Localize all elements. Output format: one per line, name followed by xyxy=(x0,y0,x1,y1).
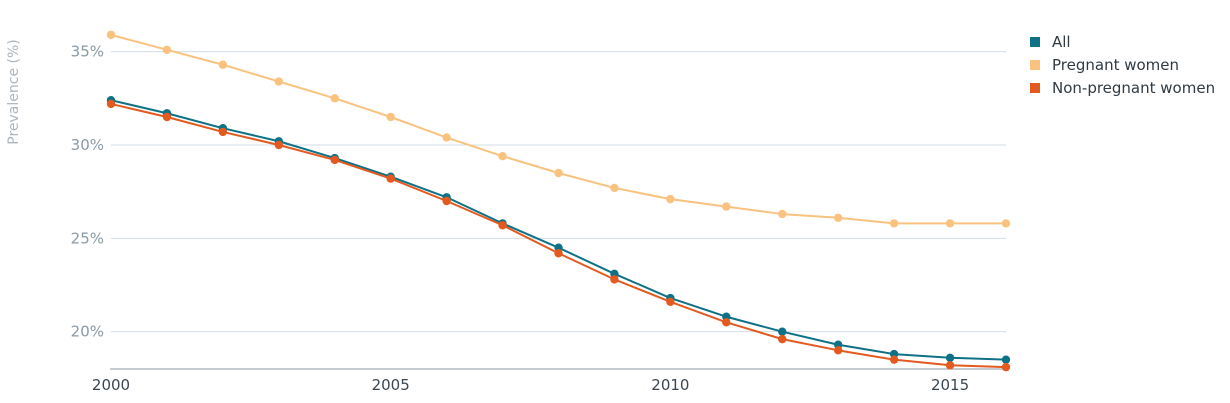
x-tick-label: 2015 xyxy=(931,376,969,394)
data-point[interactable] xyxy=(610,275,619,284)
data-point[interactable] xyxy=(610,183,619,193)
data-point[interactable] xyxy=(554,168,563,178)
series-line xyxy=(110,99,1007,361)
data-point[interactable] xyxy=(666,194,675,204)
y-tick-label: 20% xyxy=(71,323,104,341)
series-line xyxy=(110,102,1007,369)
data-point[interactable] xyxy=(498,152,507,161)
data-point[interactable] xyxy=(945,353,955,362)
legend-label[interactable]: Non-pregnant women xyxy=(1052,79,1215,97)
data-point[interactable] xyxy=(778,334,787,344)
data-point[interactable] xyxy=(778,209,787,219)
y-axis-title: Prevalence (%) xyxy=(6,39,22,145)
data-point[interactable] xyxy=(722,318,731,327)
series-lines xyxy=(106,30,1011,372)
y-tick-label: 25% xyxy=(71,229,104,247)
legend-label[interactable]: Pregnant women xyxy=(1052,56,1179,74)
data-point[interactable] xyxy=(833,213,843,222)
data-point[interactable] xyxy=(330,155,339,165)
data-point[interactable] xyxy=(162,45,172,54)
legend-swatch xyxy=(1030,60,1040,70)
data-point[interactable] xyxy=(498,221,507,230)
data-point[interactable] xyxy=(442,133,451,142)
series-line xyxy=(110,33,1007,225)
data-point[interactable] xyxy=(945,361,955,370)
data-point[interactable] xyxy=(1001,219,1011,228)
y-tick-label: 30% xyxy=(71,136,104,154)
data-point[interactable] xyxy=(554,249,563,258)
axes: 20% 25% 30% 35% 2000 2005 2010 2015 xyxy=(71,43,1006,394)
data-point[interactable] xyxy=(274,77,284,86)
data-point[interactable] xyxy=(945,219,955,228)
data-point[interactable] xyxy=(1001,355,1011,364)
legend-swatch xyxy=(1030,37,1040,47)
data-point[interactable] xyxy=(386,112,395,122)
data-point[interactable] xyxy=(218,127,228,137)
data-point[interactable] xyxy=(1001,362,1011,372)
x-tick-label: 2000 xyxy=(92,376,130,394)
data-point[interactable] xyxy=(889,219,899,228)
data-point[interactable] xyxy=(162,112,172,122)
data-point[interactable] xyxy=(274,140,284,150)
series-non-pregnant-women xyxy=(106,99,1011,372)
data-point[interactable] xyxy=(218,60,228,69)
data-point[interactable] xyxy=(666,297,675,306)
data-point[interactable] xyxy=(106,99,116,109)
y-tick-label: 35% xyxy=(71,43,104,61)
data-point[interactable] xyxy=(330,94,339,103)
data-point[interactable] xyxy=(889,355,899,364)
x-tick-label: 2005 xyxy=(372,376,410,394)
data-point[interactable] xyxy=(722,202,731,211)
data-point[interactable] xyxy=(106,30,116,40)
legend-label[interactable]: All xyxy=(1052,33,1071,51)
legend-swatch xyxy=(1030,83,1040,93)
x-tick-label: 2010 xyxy=(651,376,689,394)
data-point[interactable] xyxy=(833,346,843,355)
data-point[interactable] xyxy=(778,327,787,336)
legend: All Pregnant women Non-pregnant women xyxy=(1030,33,1215,97)
gridlines xyxy=(111,51,1006,333)
data-point[interactable] xyxy=(442,196,451,206)
series-pregnant-women xyxy=(106,30,1011,228)
data-point[interactable] xyxy=(386,174,395,183)
